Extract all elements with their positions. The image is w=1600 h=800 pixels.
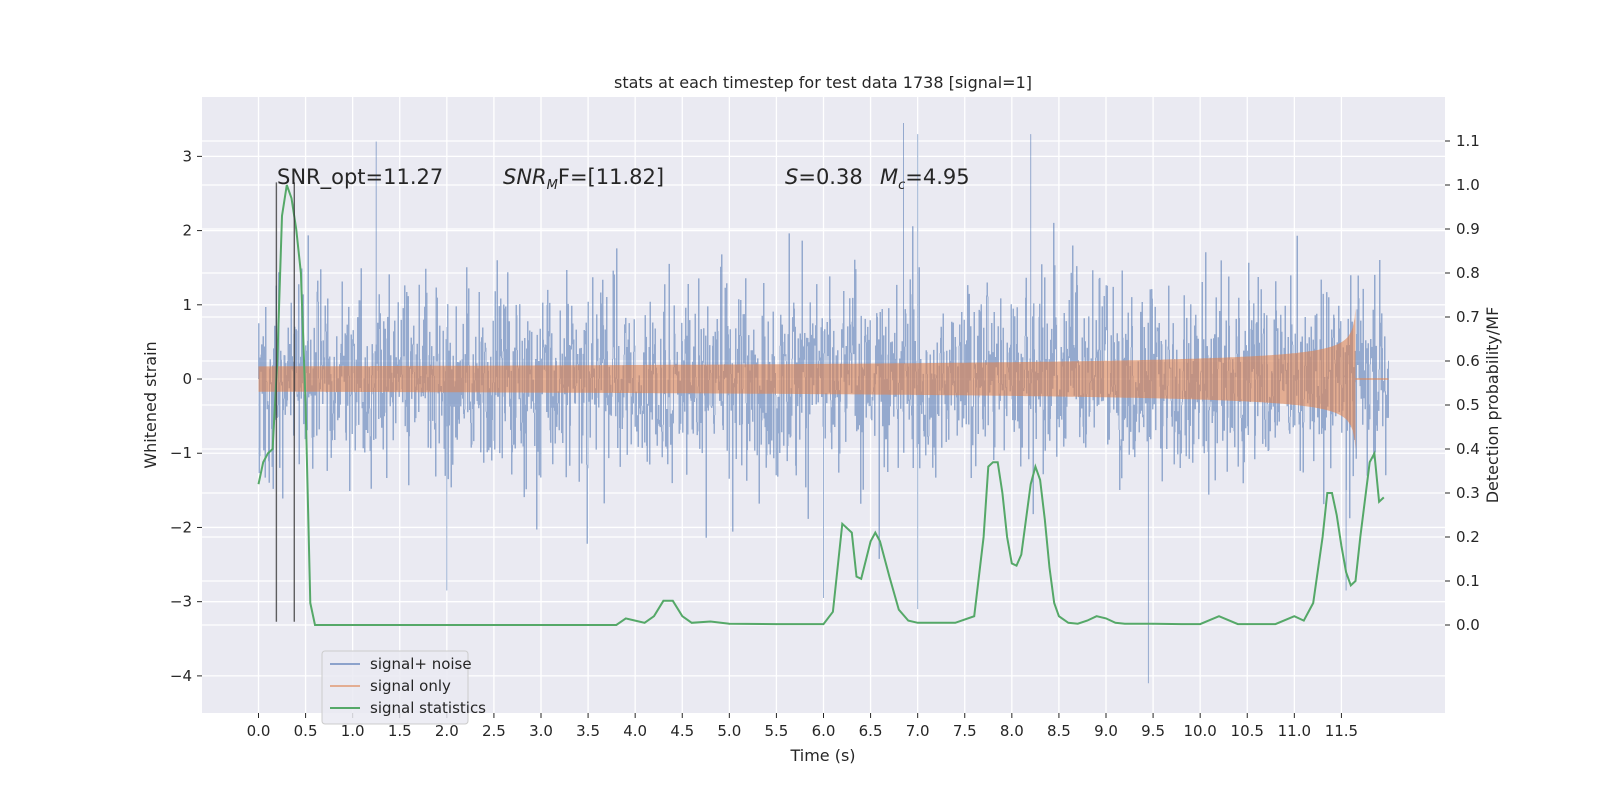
x-axis-label: Time (s): [789, 746, 855, 765]
snr-mf-subscript: M: [547, 178, 558, 193]
x-tick-label-11: 5.5: [764, 722, 788, 740]
y-axis-ticks: −4 −3 −2 −1 0 1 2 3: [170, 147, 202, 685]
x-tick-label-4: 2.0: [435, 722, 459, 740]
x-tick-label-0: 0.0: [247, 722, 271, 740]
x-tick-label-16: 8.0: [1000, 722, 1024, 740]
snr-opt-annotation: SNR_opt=11.27: [277, 165, 443, 190]
y-right-tick-label-5: 0.5: [1456, 396, 1480, 414]
snr-mf-main: SNR: [503, 165, 547, 189]
y-axis-label: Whitened strain: [141, 341, 160, 468]
y-right-tick-label-2: 0.2: [1456, 528, 1480, 546]
x-tick-label-6: 3.0: [529, 722, 553, 740]
legend: signal+ noise signal only signal statist…: [321, 650, 486, 725]
y-right-tick-label-11: 1.1: [1456, 132, 1480, 150]
snr-mf-annotation: SNRMF=[11.82]: [503, 165, 664, 193]
x-tick-label-5: 2.5: [482, 722, 506, 740]
y-right-tick-label-1: 0.1: [1456, 572, 1480, 590]
y-right-tick-label-0: 0.0: [1456, 616, 1480, 634]
x-tick-label-7: 3.5: [576, 722, 600, 740]
s-annotation: S=0.38: [785, 165, 863, 189]
y-tick-label-3: −1: [170, 444, 192, 462]
vertical-markers: [275, 182, 295, 622]
mc-value: =4.95: [905, 165, 969, 189]
legend-box: [321, 650, 469, 725]
legend-label-signal-statistics: signal statistics: [370, 699, 486, 717]
x-tick-label-15: 7.5: [953, 722, 977, 740]
y-right-tick-label-3: 0.3: [1456, 484, 1480, 502]
x-tick-label-21: 10.5: [1231, 722, 1264, 740]
y-tick-label-2: −2: [170, 518, 192, 536]
x-tick-label-13: 6.5: [859, 722, 883, 740]
y-tick-label-6: 2: [182, 222, 192, 240]
x-tick-label-22: 11.0: [1278, 722, 1311, 740]
y-right-tick-label-8: 0.8: [1456, 264, 1480, 282]
snr-mf-rest: F=[11.82]: [558, 165, 664, 189]
y-right-axis-ticks: 0.0 0.1 0.2 0.3 0.4 0.5 0.6 0.7 0.8 0.9 1.0 1.1: [1445, 132, 1480, 634]
x-tick-label-17: 8.5: [1047, 722, 1071, 740]
series-signal-only: [258, 308, 1356, 450]
y-right-axis-label: Detection probability/MF: [1483, 307, 1502, 504]
mc-subscript: c: [898, 178, 905, 193]
y-tick-label-7: 3: [182, 147, 192, 165]
legend-label-signal-only: signal only: [370, 677, 451, 695]
x-tick-label-10: 5.0: [717, 722, 741, 740]
y-tick-label-1: −3: [170, 593, 192, 611]
x-tick-label-9: 4.5: [670, 722, 694, 740]
x-tick-label-14: 7.0: [906, 722, 930, 740]
x-axis-ticks: 0.0 0.5 1.0 1.5 2.0 2.5 3.0 3.5 4.0 4.5 5.0 5.5 6.0 6…: [247, 713, 1358, 740]
x-tick-label-2: 1.0: [341, 722, 365, 740]
x-tick-label-1: 0.5: [294, 722, 318, 740]
x-tick-label-19: 9.5: [1141, 722, 1165, 740]
x-tick-label-20: 10.0: [1183, 722, 1216, 740]
y-right-tick-label-7: 0.7: [1456, 308, 1480, 326]
y-right-tick-label-10: 1.0: [1456, 176, 1480, 194]
y-right-tick-label-4: 0.4: [1456, 440, 1480, 458]
y-right-tick-label-9: 0.9: [1456, 220, 1480, 238]
y-right-tick-label-6: 0.6: [1456, 352, 1480, 370]
x-tick-label-18: 9.0: [1094, 722, 1118, 740]
y-tick-label-4: 0: [182, 370, 192, 388]
x-tick-label-8: 4.0: [623, 722, 647, 740]
x-tick-label-23: 11.5: [1325, 722, 1358, 740]
series-layer: [257, 123, 1389, 684]
mc-annotation: Mc=4.95: [880, 165, 970, 193]
x-tick-label-12: 6.0: [812, 722, 836, 740]
s-variable: S: [785, 165, 798, 189]
chart-title: stats at each timestep for test data 173…: [614, 73, 1032, 92]
mc-variable: M: [880, 165, 898, 189]
y-tick-label-5: 1: [182, 296, 192, 314]
y-tick-label-0: −4: [170, 667, 192, 685]
series-signal-statistics: [257, 184, 1385, 626]
x-tick-label-3: 1.5: [388, 722, 412, 740]
legend-label-signal-noise: signal+ noise: [370, 655, 472, 673]
s-value: =0.38: [798, 165, 862, 189]
